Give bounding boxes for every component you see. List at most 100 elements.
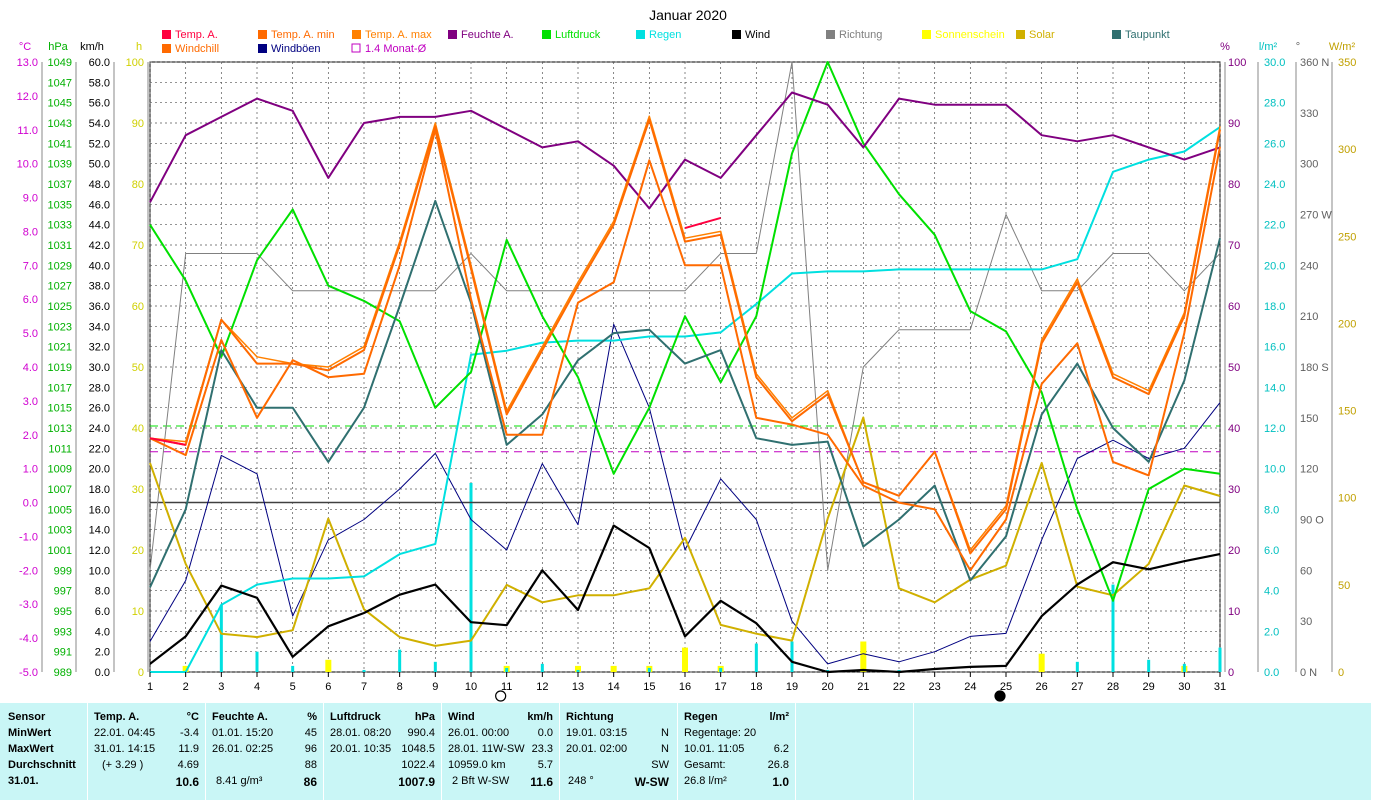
axis-tick-label: 150 — [1300, 413, 1318, 425]
legend-label: Feuchte A. — [461, 29, 514, 41]
stats-direction-column: Richtung 19.01. 03:15 N 20.01. 02:00 N S… — [560, 703, 678, 800]
axis-tick-label: -2.0 — [19, 565, 38, 577]
axis-tick-label: 1025 — [48, 301, 72, 313]
legend-swatch — [258, 30, 267, 39]
axis-tick-label: 40 — [132, 423, 144, 435]
axis-tick-label: 10 — [1228, 606, 1240, 618]
axis-unit-label: km/h — [80, 41, 104, 53]
new-moon-icon — [994, 690, 1006, 702]
axis-tick-label: 18.0 — [89, 484, 110, 496]
x-tick-label: 5 — [290, 681, 296, 693]
x-tick-label: 2 — [183, 681, 189, 693]
stats-humidity-min-date: 01.01. 15:20 — [212, 727, 274, 739]
stats-temp-min-date: 22.01. 04:45 — [94, 727, 156, 739]
x-tick-label: 13 — [572, 681, 584, 693]
axis-unit-label: °C — [19, 41, 31, 53]
axis-tick-label: -4.0 — [19, 633, 38, 645]
axis-tick-label: 1013 — [48, 423, 72, 435]
stats-pressure-min-val: 990.4 — [407, 727, 435, 739]
axis-tick-label: 20 — [132, 545, 144, 557]
axis-tick-label: 6.0 — [1264, 545, 1279, 557]
legend-swatch — [732, 30, 741, 39]
axis-tick-label: 60 — [1300, 565, 1312, 577]
legend-label: Temp. A. min — [271, 29, 335, 41]
axis-tick-label: 70 — [132, 240, 144, 252]
legend-label: Regen — [649, 29, 681, 41]
axis-tick-label: 0 N — [1300, 667, 1317, 679]
sunshine-bar — [1038, 653, 1045, 672]
stats-temp-column: Temp. A. °C 22.01. 04:45 -3.4 31.01. 14:… — [88, 703, 206, 800]
axis-tick-label: 991 — [54, 647, 72, 659]
axis-tick-label: 1027 — [48, 281, 72, 293]
stats-direction-max-date: 20.01. 02:00 — [566, 743, 628, 755]
series-line-temp-a- — [149, 216, 721, 446]
stats-pressure-max-val: 1048.5 — [401, 743, 435, 755]
axis-unit-label: ° — [1296, 41, 1300, 53]
axis-tick-label: 6.0 — [95, 606, 110, 618]
axis-tick-label: 100 — [1228, 57, 1246, 69]
axis-tick-label: 350 — [1338, 57, 1356, 69]
axis-tick-label: 28.0 — [1264, 98, 1285, 110]
series-line-windböen — [149, 323, 1221, 665]
axis-tick-label: 0.0 — [1264, 667, 1279, 679]
axis-tick-label: 1017 — [48, 382, 72, 394]
axis-tick-label: 997 — [54, 586, 72, 598]
axis-tick-label: 1049 — [48, 57, 72, 69]
legend-swatch — [636, 30, 645, 39]
x-tick-label: 1 — [147, 681, 153, 693]
axis-tick-label: 995 — [54, 606, 72, 618]
stats-rain-total-val: 26.8 — [767, 759, 789, 771]
axis-tick-label: 36.0 — [89, 301, 110, 313]
stats-wind-today-note: 2 Bft W-SW — [452, 775, 510, 787]
stats-direction-avg-val: SW — [651, 759, 669, 771]
stats-temp-max-date: 31.01. 14:15 — [94, 743, 156, 755]
rain-daily-bar — [505, 667, 509, 672]
axis-tick-label: 4.0 — [1264, 586, 1279, 598]
stats-direction-today-note: 248 ° — [568, 775, 594, 787]
legend-label: Luftdruck — [555, 29, 601, 41]
stats-temp-unit: °C — [186, 711, 199, 723]
x-tick-label: 25 — [1000, 681, 1012, 693]
axis-tick-label: 330 — [1300, 108, 1318, 120]
moon-phases — [495, 690, 1006, 702]
x-tick-label: 9 — [432, 681, 438, 693]
axis-units: °C hPa km/h h% l/m² ° W/m² — [19, 41, 1356, 53]
axis-tick-label: 60.0 — [89, 57, 110, 69]
axis-tick-label: 10.0 — [1264, 464, 1285, 476]
x-tick-label: 4 — [254, 681, 260, 693]
legend-label: Temp. A. max — [365, 29, 432, 41]
axis-tick-label: 2.0 — [23, 430, 38, 442]
axis-tick-label: 80 — [1228, 179, 1240, 191]
sunshine-bar — [682, 647, 688, 672]
x-tick-label: 28 — [1107, 681, 1119, 693]
stats-row-avg: Durchschnitt — [8, 759, 76, 771]
legend-label: Windchill — [175, 43, 219, 55]
stats-direction-today: W-SW — [634, 775, 669, 789]
axis-tick-label: 70 — [1228, 240, 1240, 252]
series-line-wind — [149, 524, 1221, 674]
x-tick-label: 10 — [465, 681, 477, 693]
stats-empty-area — [796, 703, 914, 800]
axis-tick-label: 16.0 — [89, 504, 110, 516]
legend-swatch — [162, 44, 171, 53]
stats-wind-max-val: 23.3 — [531, 743, 553, 755]
axis-tick-label: 46.0 — [89, 199, 110, 211]
axis-tick-label: 12.0 — [89, 545, 110, 557]
axis-unit-label: hPa — [48, 41, 68, 53]
rain-daily-bar — [362, 669, 366, 672]
axis-tick-label: 300 — [1300, 159, 1318, 171]
x-tick-label: 31 — [1214, 681, 1226, 693]
series-line-richtung — [149, 61, 1221, 571]
axis-tick-label: 50 — [1228, 362, 1240, 374]
axis-tick-label: 360 N — [1300, 57, 1329, 69]
stats-humidity-max-val: 96 — [304, 743, 317, 755]
axis-tick-label: 1041 — [48, 138, 72, 150]
axis-tick-label: 250 — [1338, 231, 1356, 243]
rain-daily-bar — [1218, 647, 1222, 672]
axis-tick-label: 200 — [1338, 318, 1356, 330]
axis-tick-label: 993 — [54, 626, 72, 638]
axis-tick-label: 180 S — [1300, 362, 1329, 374]
legend-label: Sonnenschein — [935, 29, 1005, 41]
stats-humidity-max-date: 26.01. 02:25 — [212, 743, 274, 755]
stats-row-min: MinWert — [8, 727, 52, 739]
